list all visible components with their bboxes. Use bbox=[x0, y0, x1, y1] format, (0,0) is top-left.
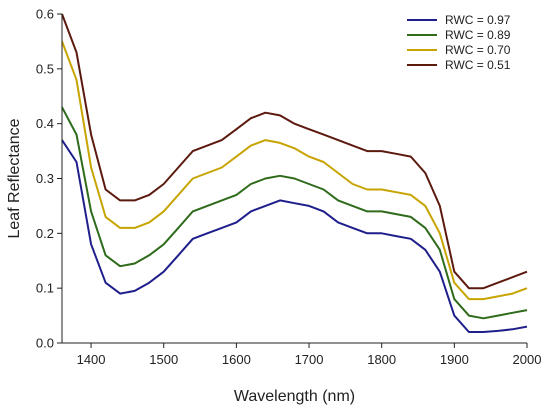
x-axis-label: Wavelength (nm) bbox=[234, 388, 355, 405]
y-tick-label: 0.5 bbox=[36, 61, 54, 76]
x-tick-label: 1800 bbox=[367, 352, 396, 367]
series-line-1 bbox=[61, 139, 528, 333]
x-tick-label: 1600 bbox=[222, 352, 251, 367]
y-tick-label: 0.4 bbox=[36, 116, 54, 131]
x-tick-label: 1500 bbox=[149, 352, 178, 367]
legend-label-1: RWC = 0.97 bbox=[445, 13, 511, 27]
x-tick-label: 1700 bbox=[295, 352, 324, 367]
legend-label-4: RWC = 0.51 bbox=[445, 58, 511, 72]
axes: 1400 1500 1600 1700 1800 1900 2000 0.0 0.1 0.2 0.3… bbox=[6, 7, 541, 406]
x-tick-label: 1900 bbox=[440, 352, 469, 367]
y-tick-label: 0.0 bbox=[36, 336, 54, 351]
legend-label-3: RWC = 0.70 bbox=[445, 43, 511, 57]
series-line-4 bbox=[61, 13, 528, 290]
x-tick-label: 2000 bbox=[513, 352, 542, 367]
series-line-2 bbox=[61, 106, 528, 320]
legend-label-2: RWC = 0.89 bbox=[445, 28, 511, 42]
series-line-3 bbox=[61, 41, 528, 301]
y-tick-label: 0.3 bbox=[36, 171, 54, 186]
y-tick-label: 0.1 bbox=[36, 281, 54, 296]
y-tick-label: 0.2 bbox=[36, 226, 54, 241]
y-axis-label: Leaf Reflectance bbox=[6, 118, 23, 238]
x-tick-label: 1400 bbox=[77, 352, 106, 367]
y-tick-label: 0.6 bbox=[36, 7, 54, 22]
plot-marks bbox=[61, 13, 528, 333]
